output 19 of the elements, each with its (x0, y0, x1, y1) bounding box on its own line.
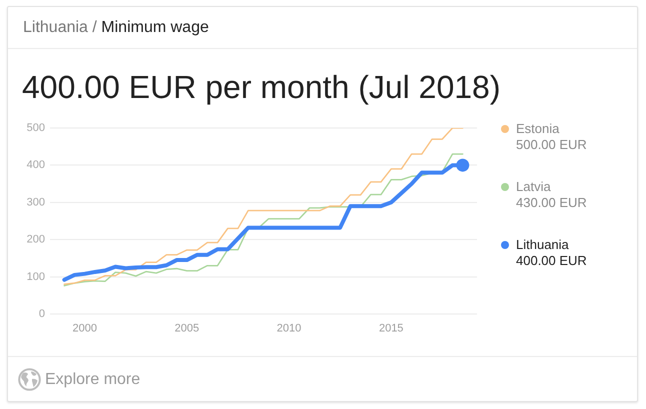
y-tick-label: 400 (26, 159, 45, 172)
y-tick-label: 100 (26, 270, 45, 283)
y-tick-label: 200 (26, 234, 45, 246)
y-tick-label: 0 (38, 308, 45, 320)
text: 430.00 EUR (516, 195, 587, 211)
y-tick-label: 300 (26, 196, 45, 208)
y-tick-label: 500 (26, 122, 45, 134)
text: 500.00 EUR (516, 137, 587, 153)
x-tick-label: 2010 (276, 322, 302, 335)
legend-label: Lithuania (516, 237, 569, 253)
chart-subtitle: Lithuania / Minimum wage (23, 19, 209, 36)
text: Explore more (45, 370, 140, 390)
legend-label: Estonia (516, 121, 560, 137)
chart-title: 400.00 EUR per month (Jul 2018) (22, 68, 500, 106)
x-tick-label: 2000 (72, 322, 97, 335)
x-tick-label: 2015 (378, 322, 404, 335)
text: 400.00 EUR (516, 253, 587, 269)
legend-label: Latvia (516, 179, 551, 195)
x-tick-label: 2005 (174, 322, 200, 335)
